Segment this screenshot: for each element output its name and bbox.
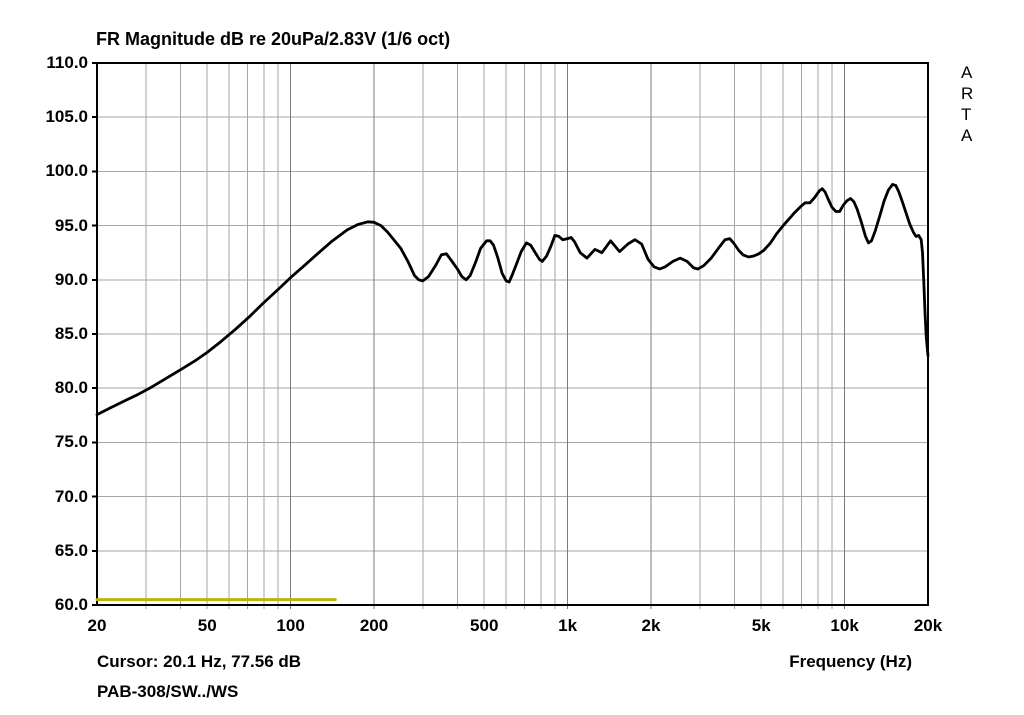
x-tick-label: 50 [197,616,217,635]
y-tick-label: 100.0 [45,161,88,181]
overlay-file-label: PAB-308/SW../WS [97,682,239,701]
watermark-letter: T [961,105,972,124]
y-tick-label: 70.0 [54,486,88,506]
x-tick-label: 100 [276,616,305,635]
watermark-letter: A [961,63,973,82]
chart-title: FR Magnitude dB re 20uPa/2.83V (1/6 oct) [96,29,451,49]
x-tick-label: 1k [558,616,578,635]
y-tick-label: 90.0 [54,269,88,289]
y-tick-label: 65.0 [54,540,88,560]
y-tick-label: 60.0 [54,595,88,614]
y-tick-label: 80.0 [54,378,88,398]
x-tick-label: 20k [913,616,943,635]
y-tick-label: 75.0 [54,432,88,452]
x-axis-title: Frequency (Hz) [789,652,912,671]
y-tick-label: 85.0 [54,324,88,343]
x-tick-label: 20 [87,616,107,635]
y-tick-label: 95.0 [54,215,88,235]
x-tick-label: 10k [830,616,859,635]
cursor-readout: Cursor: 20.1 Hz, 77.56 dB [97,652,302,671]
x-tick-label: 200 [359,616,389,635]
y-tick-label: 110.0 [46,53,88,72]
y-tick-label: 105.0 [45,107,88,127]
x-axis-tick-labels: 20 50 100 200 500 1k 2k 5k 10k 20k [0,616,1024,640]
x-tick-label: 5k [751,616,771,635]
x-tick-label: 2k [641,616,661,635]
watermark-letter: A [961,126,973,145]
watermark-letter: R [961,84,974,103]
x-tick-label: 500 [470,616,499,635]
